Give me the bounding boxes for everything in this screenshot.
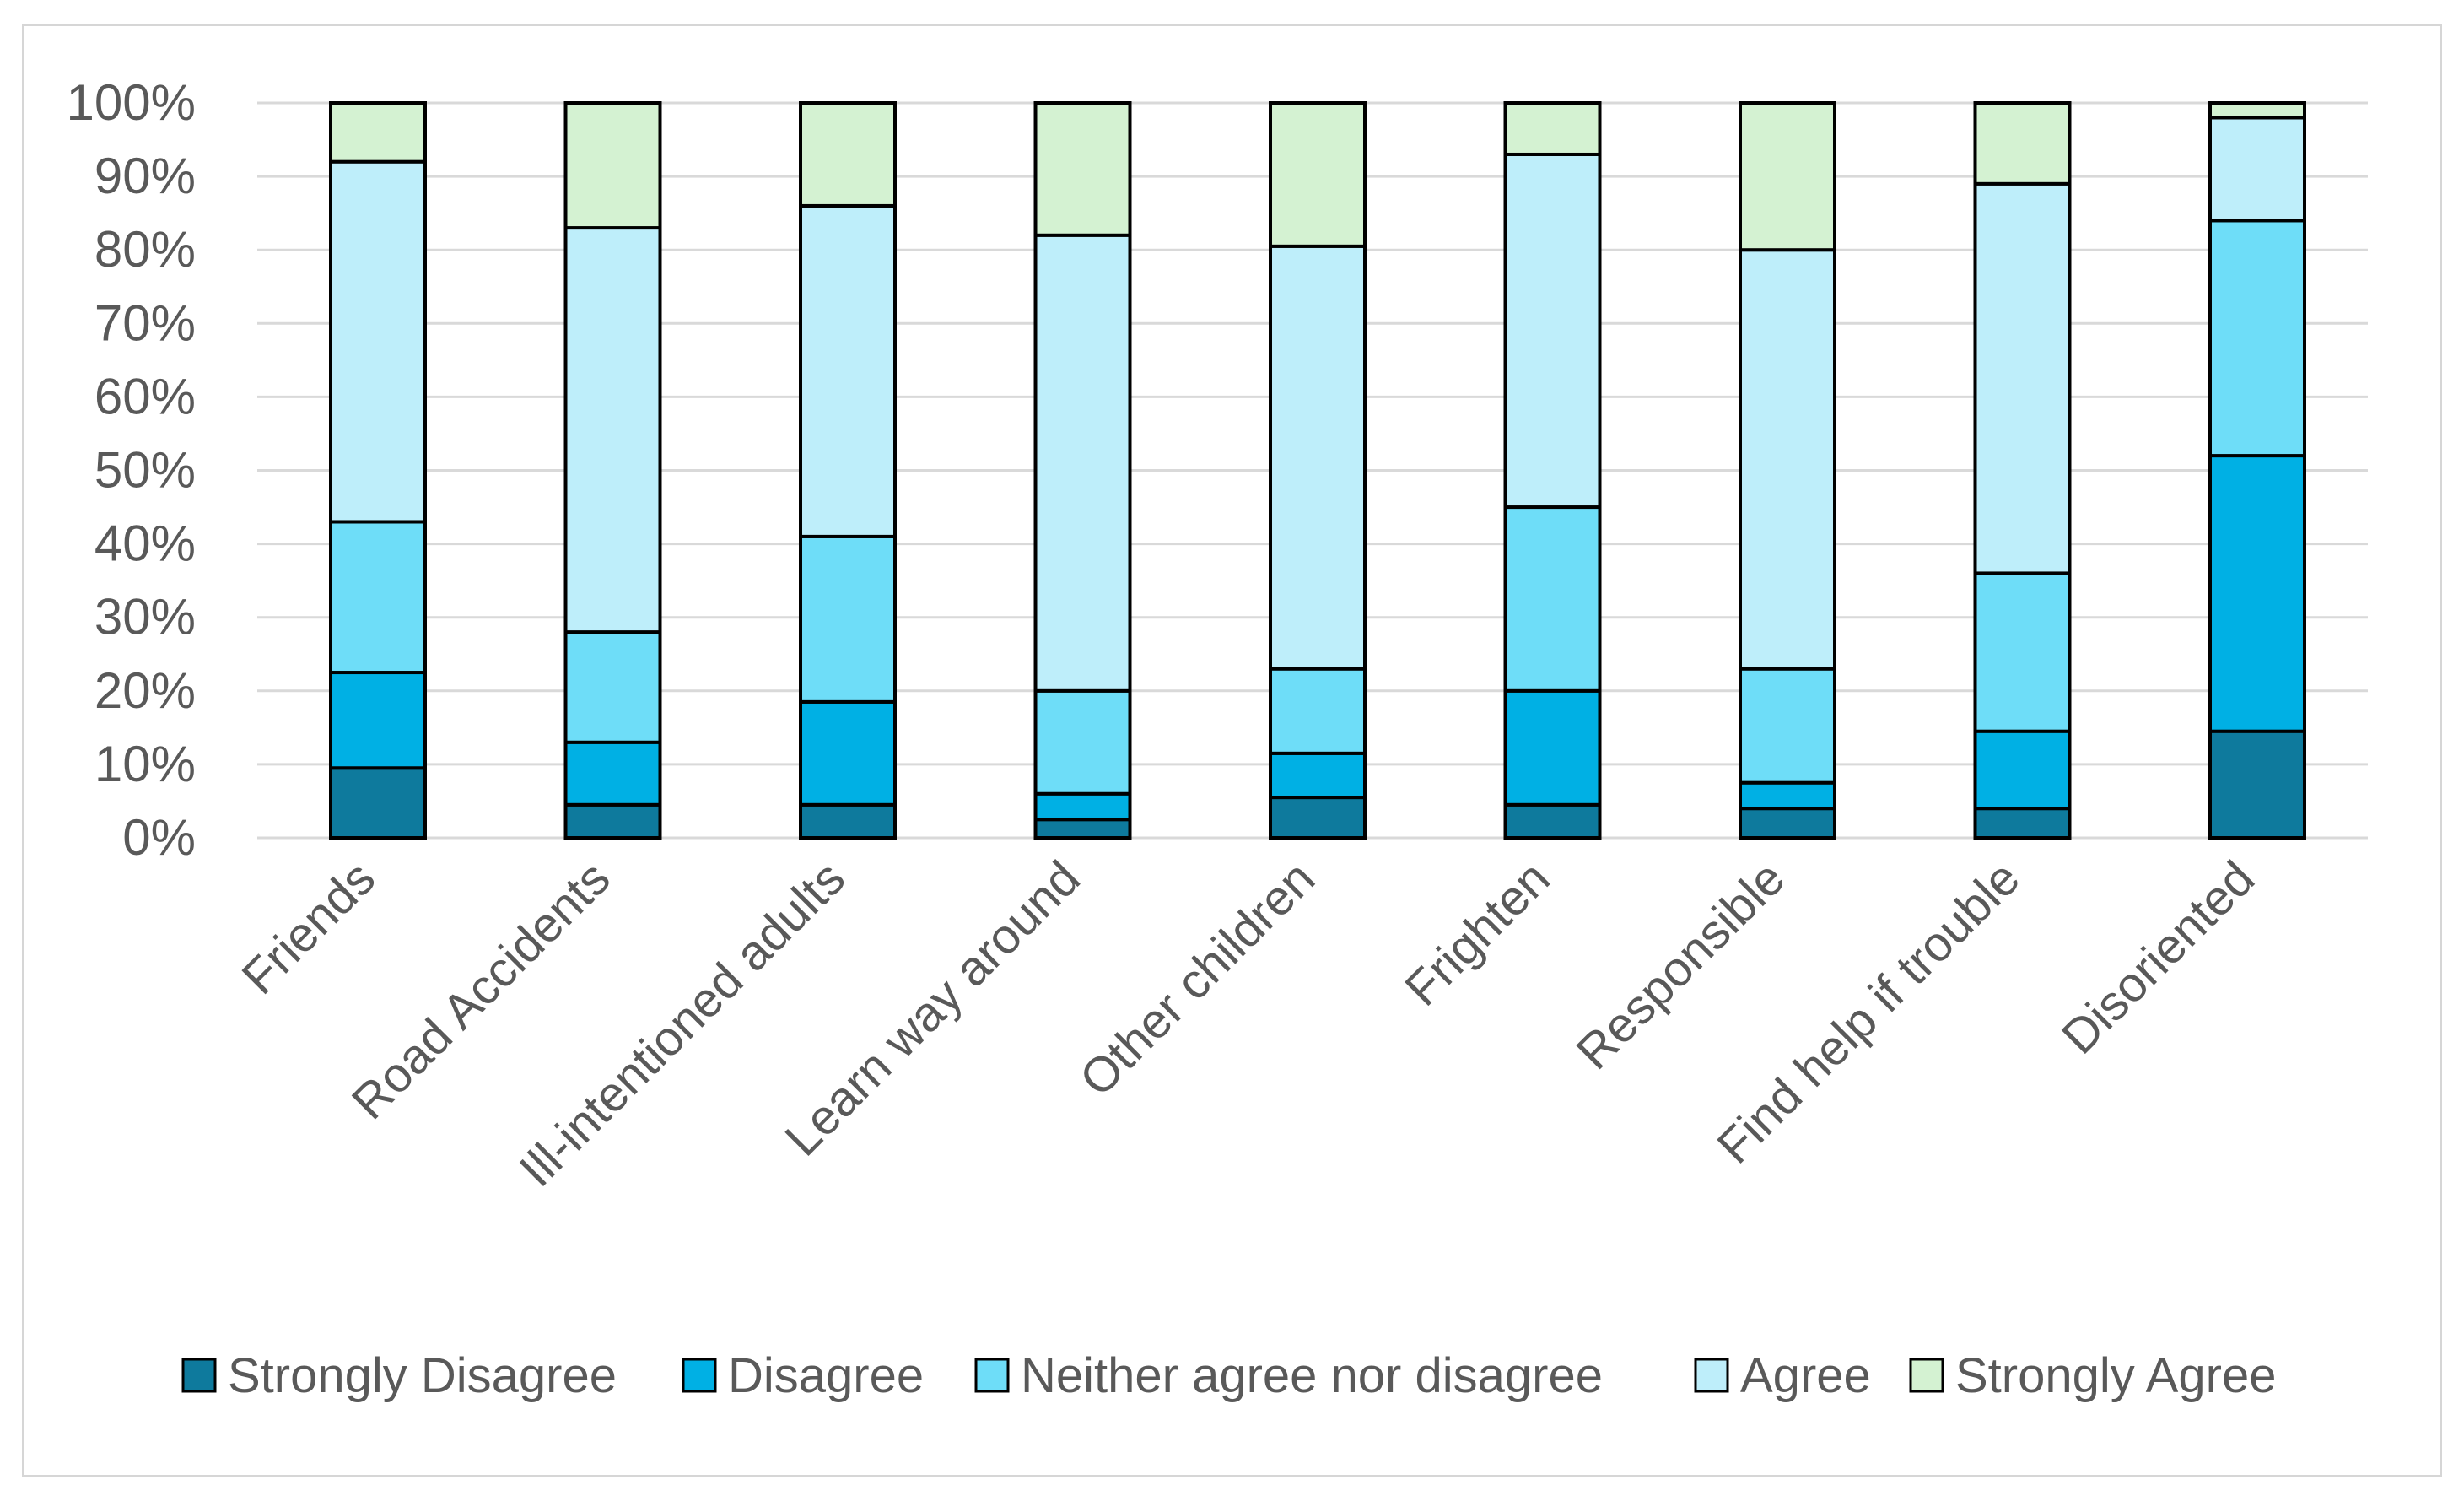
bar-segment: [1739, 101, 1836, 252]
legend-swatch: [974, 1358, 1010, 1393]
bar-segment: [329, 520, 427, 675]
y-tick-label: 90%: [94, 148, 196, 204]
bar-segment: [1033, 688, 1132, 796]
legend-label: Agree: [1740, 1348, 1871, 1403]
bar-segment: [1503, 152, 1602, 510]
bar-segment: [2208, 101, 2306, 120]
legend-label: Strongly Agree: [1955, 1348, 2276, 1403]
bar-segment: [1973, 101, 2072, 186]
y-tick-label: 100%: [67, 74, 196, 131]
y-axis-tick-labels: 0% 10% 20% 30% 40% 50% 60% 70% 80% 90% 100%: [67, 74, 196, 866]
bars: [329, 101, 2306, 840]
x-category-label: Other children: [1070, 850, 1326, 1107]
bar-segment: [1269, 244, 1367, 671]
legend: Strongly Disagree Disagree Neither agree n…: [181, 1348, 2276, 1403]
bar-segment: [1973, 807, 2072, 840]
bar-segment: [329, 766, 427, 840]
y-tick-label: 10%: [94, 736, 196, 792]
bar-segment: [799, 101, 897, 208]
bar-segment: [1269, 667, 1367, 755]
bar-segment: [563, 740, 662, 807]
bar-stack: [1269, 101, 1367, 840]
y-tick-label: 60%: [94, 368, 196, 424]
bar-segment: [1739, 248, 1836, 671]
bar-segment: [1973, 729, 2072, 811]
y-tick-label: 30%: [94, 589, 196, 645]
legend-swatch: [682, 1358, 717, 1393]
legend-item: Strongly Disagree: [181, 1348, 617, 1403]
bar-segment: [2208, 454, 2306, 733]
bar-segment: [2208, 729, 2306, 840]
bar-segment: [799, 534, 897, 704]
legend-swatch: [181, 1358, 217, 1393]
legend-swatch: [1909, 1358, 1944, 1393]
y-tick-label: 40%: [94, 516, 196, 572]
bar-segment: [2208, 219, 2306, 458]
x-category-label: Responsible: [1566, 850, 1796, 1080]
bar-stack: [1503, 101, 1602, 840]
bar-segment: [1033, 101, 1132, 237]
bar-segment: [1033, 791, 1132, 822]
bar-stack: [1033, 101, 1132, 840]
bar-segment: [1739, 780, 1836, 811]
y-tick-label: 80%: [94, 221, 196, 278]
bar-segment: [563, 630, 662, 744]
legend-swatch: [1694, 1358, 1729, 1393]
bar-segment: [329, 671, 427, 770]
bar-segment: [1503, 802, 1602, 840]
bar-stack: [329, 101, 427, 840]
x-category-label: Friends: [231, 850, 386, 1005]
bar-stack: [563, 101, 662, 840]
bar-segment: [563, 802, 662, 840]
bar-stack: [799, 101, 897, 840]
bar-segment: [1503, 688, 1602, 807]
bar-segment: [563, 226, 662, 634]
bar-segment: [799, 203, 897, 538]
legend-item: Neither agree nor disagree: [974, 1348, 1603, 1403]
bar-segment: [1033, 818, 1132, 840]
bar-segment: [2208, 116, 2306, 223]
legend-item: Strongly Agree: [1909, 1348, 2276, 1403]
legend-item: Disagree: [682, 1348, 924, 1403]
bar-segment: [1033, 233, 1132, 693]
legend-item: Agree: [1694, 1348, 1871, 1403]
y-tick-label: 50%: [94, 442, 196, 499]
bar-segment: [1739, 667, 1836, 785]
bar-segment: [563, 101, 662, 230]
bar-stack: [2208, 101, 2306, 840]
bar-stack: [1739, 101, 1836, 840]
bar-segment: [1269, 751, 1367, 800]
x-category-label: Disoriented: [2052, 850, 2265, 1064]
bar-segment: [1973, 181, 2072, 575]
bar-segment: [1503, 505, 1602, 693]
bar-segment: [1973, 571, 2072, 733]
bar-segment: [1503, 101, 1602, 156]
bar-stack: [1973, 101, 2072, 840]
bar-segment: [799, 802, 897, 840]
legend-label: Neither agree nor disagree: [1021, 1348, 1603, 1403]
bar-segment: [1269, 796, 1367, 840]
bar-segment: [329, 101, 427, 164]
y-tick-label: 0%: [122, 809, 196, 866]
legend-label: Disagree: [728, 1348, 924, 1403]
bar-segment: [1739, 807, 1836, 840]
y-tick-label: 20%: [94, 662, 196, 719]
x-category-label: Frighten: [1394, 850, 1560, 1016]
legend-label: Strongly Disagree: [228, 1348, 617, 1403]
bar-segment: [329, 159, 427, 524]
bar-segment: [799, 699, 897, 807]
bar-segment: [1269, 101, 1367, 248]
y-tick-label: 70%: [94, 294, 196, 351]
